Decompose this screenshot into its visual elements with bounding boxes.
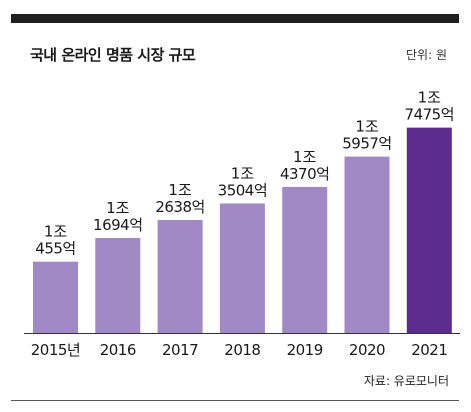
x-tick-label-0: 2015년 (31, 341, 80, 359)
data-label-line2-6: 7475억 (405, 106, 454, 124)
data-label-line2-2: 2638억 (155, 198, 204, 216)
bottom-rule (11, 400, 459, 401)
top-rule (11, 14, 459, 23)
bar-5 (344, 156, 390, 333)
data-label-line1-6: 1조 (418, 89, 442, 107)
data-label-line1-3: 1조 (231, 164, 255, 182)
bar-6 (406, 127, 452, 333)
data-label-line2-4: 4370억 (280, 165, 329, 183)
x-tick-label-5: 2020 (349, 341, 385, 359)
bar-1 (95, 238, 141, 333)
bar-3 (219, 203, 265, 333)
data-label-line1-2: 1조 (168, 181, 192, 199)
data-label-line2-0: 455억 (35, 240, 75, 258)
data-label-line1-0: 1조 (44, 223, 68, 241)
bar-2 (157, 220, 203, 333)
x-tick-label-4: 2019 (287, 341, 323, 359)
data-label-line1-4: 1조 (293, 148, 317, 166)
source-label: 자료: 유로모니터 (363, 374, 449, 388)
data-label-line2-1: 1694억 (93, 216, 142, 234)
chart-title: 국내 온라인 명품 시장 규모 (30, 46, 196, 64)
data-label-line2-5: 5957억 (342, 135, 391, 153)
x-tick-label-3: 2018 (224, 341, 260, 359)
x-tick-label-1: 2016 (100, 341, 136, 359)
data-label-line1-1: 1조 (106, 199, 130, 217)
unit-label: 단위: 원 (406, 48, 447, 62)
x-tick-label-2: 2017 (162, 341, 198, 359)
data-label-line1-5: 1조 (355, 118, 379, 136)
x-tick-label-6: 2021 (411, 341, 447, 359)
bar-4 (282, 186, 328, 333)
data-label-line2-3: 3504억 (218, 181, 267, 199)
bar-0 (33, 261, 78, 333)
